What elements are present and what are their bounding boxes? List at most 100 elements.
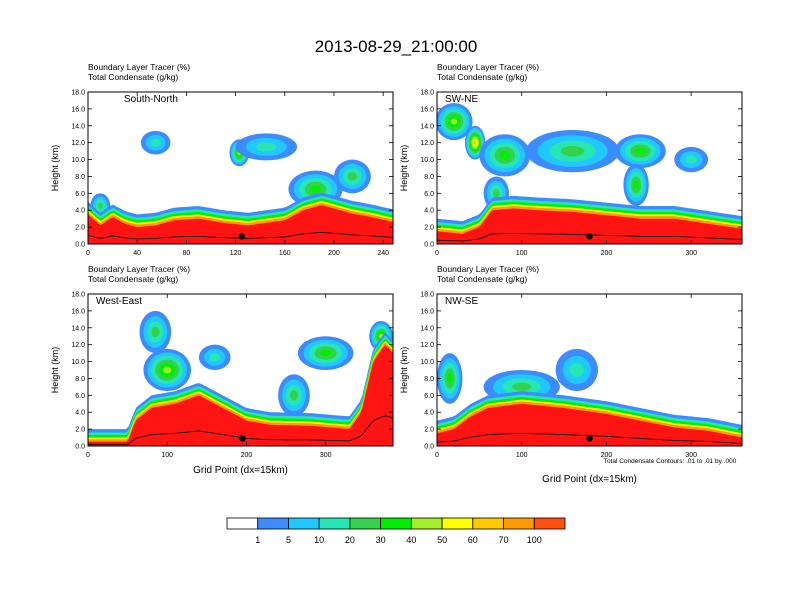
panel-sw-ne: Boundary Layer Tracer (%)Total Condensat…: [399, 62, 743, 257]
x-tick-label: 300: [320, 452, 332, 459]
y-tick-label: 2.0: [75, 225, 85, 232]
plot-area: [437, 92, 742, 244]
y-tick-label: 12.0: [420, 342, 434, 349]
tracer-plume: [163, 366, 172, 374]
y-tick-label: 18.0: [71, 90, 85, 97]
y-tick-label: 18.0: [420, 90, 434, 97]
x-tick-label: 0: [86, 452, 90, 459]
panel-name: South-North: [124, 94, 178, 105]
panel-header-line2: Total Condensate (g/kg): [88, 274, 178, 284]
y-tick-label: 14.0: [420, 325, 434, 332]
x-tick-label: 0: [435, 452, 439, 459]
colorbar-box: [533, 517, 566, 530]
panel-name: NW-SE: [445, 296, 478, 307]
x-tick-label: 0: [435, 250, 439, 257]
y-tick-label: 0.0: [424, 444, 434, 451]
y-tick-label: 6.0: [424, 191, 434, 198]
y-tick-label: 12.0: [71, 342, 85, 349]
colorbar-label: 40: [406, 535, 416, 545]
tracer-plume: [635, 147, 646, 155]
colorbar-box: [472, 517, 504, 530]
colorbar-box: [410, 517, 443, 530]
colorbar-label: 70: [499, 535, 509, 545]
tracer-plume: [499, 151, 510, 160]
panel-header-line2: Total Condensate (g/kg): [437, 72, 527, 82]
y-axis-label: Height (km): [50, 347, 60, 394]
contour-note: Total Condensate Contours: .01 to .01 by…: [604, 458, 737, 465]
colorbar-label: 60: [468, 535, 478, 545]
colorbar-box: [349, 517, 382, 530]
tracer-plume: [290, 390, 298, 401]
boundary-layer-band: [88, 345, 393, 446]
tracer-plume: [97, 202, 103, 210]
tracer-plume: [310, 185, 321, 193]
tracer-plume: [256, 142, 277, 152]
terrain-marker: [586, 233, 593, 240]
panel-header-line1: Boundary Layer Tracer (%): [88, 62, 190, 72]
y-tick-label: 2.0: [75, 427, 85, 434]
terrain-marker: [239, 435, 246, 442]
y-tick-label: 0.0: [424, 242, 434, 249]
x-tick-label: 200: [601, 452, 613, 459]
panel-west-east: Boundary Layer Tracer (%)Total Condensat…: [50, 264, 394, 476]
y-tick-label: 4.0: [75, 410, 85, 417]
tracer-plume: [493, 189, 500, 198]
colorbar-box: [441, 517, 474, 530]
tracer-plume: [685, 155, 697, 164]
y-tick-label: 18.0: [71, 292, 85, 299]
colorbar-label: 30: [376, 535, 386, 545]
y-tick-label: 10.0: [420, 157, 434, 164]
y-tick-label: 14.0: [71, 325, 85, 332]
colorbar-label: 10: [314, 535, 324, 545]
y-tick-label: 0.0: [75, 444, 85, 451]
x-tick-label: 300: [685, 452, 697, 459]
panel-header-line2: Total Condensate (g/kg): [437, 274, 527, 284]
x-axis-label: Grid Point (dx=15km): [193, 465, 288, 476]
y-tick-label: 8.0: [75, 174, 85, 181]
y-tick-label: 16.0: [420, 106, 434, 113]
colorbar-box: [288, 517, 320, 530]
panel-header-line1: Boundary Layer Tracer (%): [437, 62, 539, 72]
tracer-plume: [450, 118, 458, 125]
y-tick-label: 12.0: [71, 140, 85, 147]
panels: Boundary Layer Tracer (%)Total Condensat…: [50, 62, 743, 485]
panel-header-line1: Boundary Layer Tracer (%): [437, 264, 539, 274]
y-tick-label: 0.0: [75, 242, 85, 249]
colorbar: 1 5 10 20 30 40 50 60 70 100: [226, 517, 566, 545]
y-tick-label: 8.0: [424, 376, 434, 383]
x-tick-label: 200: [328, 250, 340, 257]
panel-nw-se: Boundary Layer Tracer (%)Total Condensat…: [399, 264, 743, 485]
boundary-layer-band: [437, 208, 742, 244]
colorbar-box: [226, 517, 259, 530]
panel-name: SW-NE: [445, 94, 478, 105]
terrain-marker: [238, 233, 245, 240]
y-tick-label: 10.0: [71, 157, 85, 164]
y-tick-label: 10.0: [71, 359, 85, 366]
colorbar-label: 1: [255, 535, 260, 545]
panel-header-line2: Total Condensate (g/kg): [88, 72, 178, 82]
x-axis-label: Grid Point (dx=15km): [542, 474, 637, 485]
panel-header-line1: Boundary Layer Tracer (%): [88, 264, 190, 274]
colorbar-label: 100: [527, 535, 542, 545]
tracer-plume: [560, 145, 585, 157]
y-tick-label: 2.0: [424, 427, 434, 434]
x-tick-label: 200: [241, 452, 253, 459]
tracer-plume: [447, 373, 453, 384]
tracer-plume: [209, 353, 221, 362]
plot-frame: [436, 293, 743, 447]
tracer-plume: [347, 172, 358, 181]
x-tick-label: 0: [86, 250, 90, 257]
y-tick-label: 2.0: [424, 225, 434, 232]
colorbar-box: [257, 517, 289, 530]
x-tick-label: 120: [230, 250, 242, 257]
y-axis-label: Height (km): [50, 145, 60, 192]
colorbar-label: 5: [286, 535, 291, 545]
tracer-plume: [320, 349, 332, 357]
tracer-plume: [633, 180, 639, 190]
y-tick-label: 16.0: [420, 308, 434, 315]
y-tick-label: 6.0: [75, 393, 85, 400]
x-tick-label: 100: [516, 452, 528, 459]
y-tick-label: 16.0: [71, 106, 85, 113]
boundary-layer-band: [437, 403, 742, 446]
